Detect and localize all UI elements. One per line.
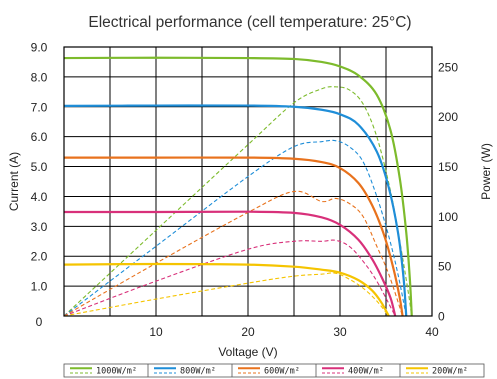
x-tick-label: 30 xyxy=(333,325,347,339)
y-tick-label: 9.0 xyxy=(31,41,48,55)
x-tick-label-origin: 0 xyxy=(36,315,43,329)
y-tick-label: 2.0 xyxy=(31,250,48,264)
legend-label: 800W/m² xyxy=(180,367,216,377)
y2-axis-title: Power (W) xyxy=(479,143,493,200)
grid xyxy=(64,47,432,316)
y-tick-label: 3.0 xyxy=(31,220,48,234)
y-axis-title: Current (A) xyxy=(7,152,21,211)
current-curve-0 xyxy=(63,56,413,317)
legend-frame xyxy=(63,363,485,378)
y-tick-label: 7.0 xyxy=(31,100,48,114)
current-curve-3 xyxy=(63,210,397,317)
legend-label: 600W/m² xyxy=(264,367,300,377)
x-tick-label: 10 xyxy=(149,325,163,339)
y2-tick-label: 200 xyxy=(438,110,458,124)
x-axis-title: Voltage (V) xyxy=(218,345,277,359)
y-axis-ticks: 1.0 2.0 3.0 4.0 5.0 6.0 7.0 8.0 9.0 xyxy=(31,41,48,294)
current-curves xyxy=(63,56,413,317)
x-tick-label: 40 xyxy=(425,325,439,339)
x-axis-ticks: 10 20 30 40 xyxy=(149,325,439,339)
y-tick-label: 5.0 xyxy=(31,160,48,174)
current-curve-1 xyxy=(63,104,408,317)
y-tick-label: 6.0 xyxy=(31,130,48,144)
y2-tick-label: 50 xyxy=(438,260,452,274)
y2-axis-ticks: 0 50 100 150 200 250 xyxy=(438,60,458,323)
power-curve-1 xyxy=(63,139,407,317)
y-tick-label: 4.0 xyxy=(31,190,48,204)
legend: 1000W/m² 800W/m² 600W/m² 400W/m² 200W/m² xyxy=(63,363,485,378)
legend-label: 200W/m² xyxy=(432,367,468,377)
y-tick-label: 8.0 xyxy=(31,70,48,84)
power-curve-4 xyxy=(63,272,390,317)
y2-tick-label: 150 xyxy=(438,160,458,174)
power-curve-2 xyxy=(63,190,404,317)
y-tick-label: 1.0 xyxy=(31,280,48,294)
y2-tick-label: 250 xyxy=(438,60,458,74)
power-curve-3 xyxy=(63,239,396,317)
y2-tick-label: 0 xyxy=(438,310,445,324)
chart-title: Electrical performance (cell temperature… xyxy=(88,14,411,31)
legend-label: 1000W/m² xyxy=(96,367,137,377)
current-curve-4 xyxy=(63,262,390,317)
current-curve-2 xyxy=(64,156,404,317)
plot-frame xyxy=(63,46,433,317)
y2-tick-label: 100 xyxy=(438,210,458,224)
x-tick-label: 20 xyxy=(241,325,255,339)
legend-label: 400W/m² xyxy=(348,367,384,377)
